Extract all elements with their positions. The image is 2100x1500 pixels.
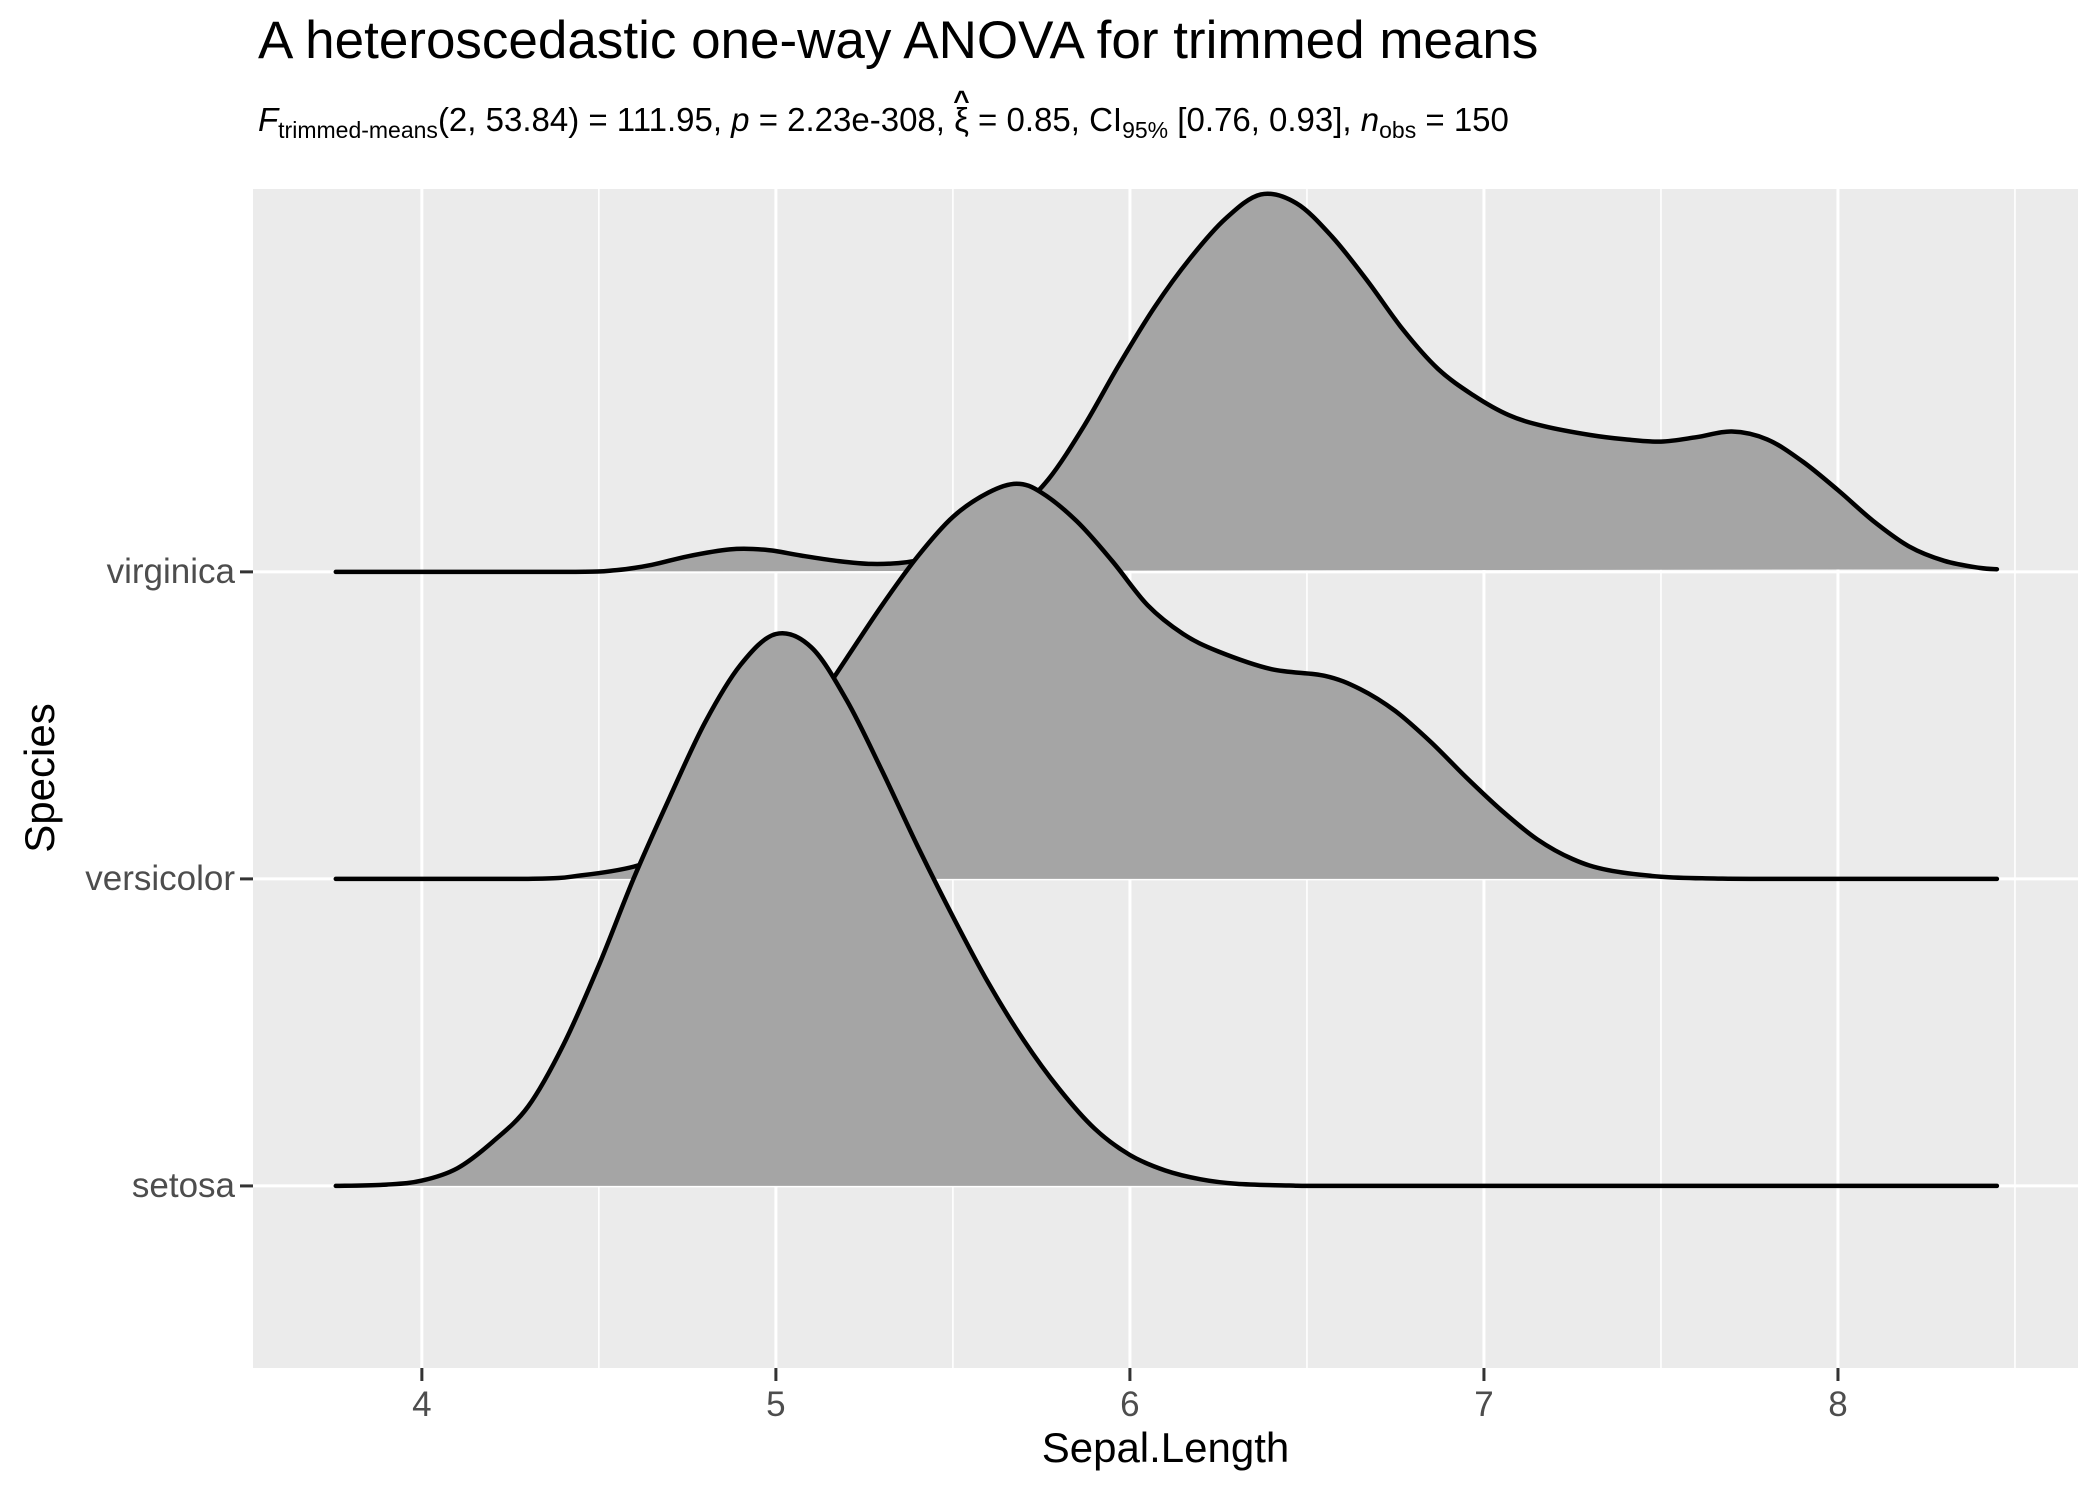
subtitle-segment: = 0.85, CI xyxy=(968,101,1123,138)
y-tick-label-virginica: virginica xyxy=(106,551,235,591)
y-axis-title: Species xyxy=(16,703,63,853)
x-tick-label: 4 xyxy=(412,1385,432,1424)
y-tick-label-setosa: setosa xyxy=(131,1165,235,1205)
x-axis-title: Sepal.Length xyxy=(1041,1424,1290,1471)
x-tick-label: 5 xyxy=(766,1385,786,1424)
subtitle-segment: obs xyxy=(1379,117,1417,143)
density-ridge-virginica xyxy=(333,191,2000,575)
y-tick-label-versicolor: versicolor xyxy=(85,858,235,898)
plot-subtitle: Ftrimmed-means(2, 53.84) = 111.95, p = 2… xyxy=(258,85,1509,144)
plot-title: A heteroscedastic one-way ANOVA for trim… xyxy=(258,11,1539,70)
x-tick-label: 6 xyxy=(1120,1385,1140,1424)
subtitle-segment: trimmed-means xyxy=(278,117,438,143)
x-tick-label: 8 xyxy=(1828,1385,1848,1424)
density-ridge-setosa xyxy=(333,631,2000,1189)
subtitle-segment: [0.76, 0.93], xyxy=(1168,101,1361,138)
hat-accent: ^ xyxy=(953,84,970,116)
subtitle-segment: 95% xyxy=(1122,117,1169,143)
x-tick-label: 7 xyxy=(1474,1385,1494,1424)
subtitle-segment: = 2.23e-308, xyxy=(749,101,955,138)
subtitle-segment: n xyxy=(1360,101,1380,138)
subtitle-segment: F xyxy=(258,101,279,138)
subtitle-segment: p xyxy=(731,101,750,138)
subtitle-symbol: ξ xyxy=(954,101,969,138)
subtitle-segment: (2, 53.84) = 111.95, xyxy=(437,101,732,138)
subtitle-segment: ^ ξ xyxy=(953,85,969,139)
subtitle-segment: = 150 xyxy=(1416,101,1509,138)
